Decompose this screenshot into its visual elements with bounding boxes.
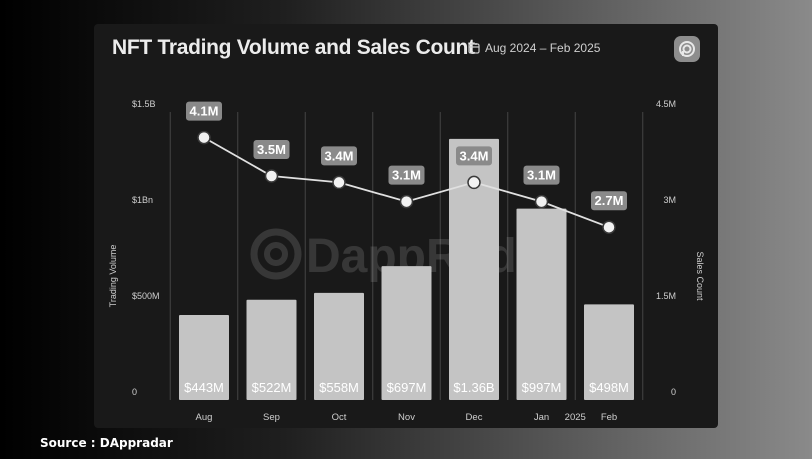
chart-title: NFT Trading Volume and Sales Count bbox=[112, 36, 475, 59]
x-tick-label: Oct bbox=[332, 412, 347, 423]
sales-label-box bbox=[321, 146, 357, 166]
y-tick-label: $1.5B bbox=[132, 99, 156, 109]
bar-aug bbox=[179, 314, 229, 400]
y-tick-label: $500M bbox=[132, 291, 160, 301]
x-tick-label: Dec bbox=[466, 412, 483, 423]
x-tick-label: Nov bbox=[398, 412, 415, 423]
bar-value-label: $697M bbox=[387, 380, 427, 395]
x-year-marker: 2025 bbox=[565, 412, 586, 423]
dappradar-logo-icon bbox=[674, 36, 700, 62]
y2-tick-label: 0 bbox=[671, 387, 676, 397]
sales-value-label: 3.4M bbox=[325, 148, 354, 163]
y-tick-label: 0 bbox=[132, 387, 137, 397]
sales-value-label: 3.5M bbox=[257, 142, 286, 157]
sales-point bbox=[467, 175, 481, 190]
sales-value-label: 3.1M bbox=[392, 168, 421, 183]
bar-feb bbox=[584, 304, 634, 400]
sales-point bbox=[602, 220, 616, 234]
y2-axis-title: Sales Count bbox=[695, 251, 705, 301]
sales-label-box bbox=[591, 191, 627, 211]
bar-value-label: $1.36B bbox=[453, 380, 494, 395]
bar-oct bbox=[314, 292, 364, 400]
x-tick-label: Aug bbox=[196, 412, 213, 423]
chart-card: NFT Trading Volume and Sales Count Aug 2… bbox=[94, 24, 718, 428]
date-range-text: Aug 2024 – Feb 2025 bbox=[485, 41, 601, 55]
bar-dec bbox=[449, 138, 499, 400]
x-tick-label: Feb bbox=[601, 412, 617, 423]
chart-area: DappRadar $443M $522M $558M $697M $1.36B $997… bbox=[108, 99, 705, 423]
sales-label-box bbox=[456, 146, 492, 166]
y-axis-title: Trading Volume bbox=[108, 245, 118, 308]
sales-label-box bbox=[186, 101, 222, 121]
sales-value-label: 3.4M bbox=[460, 148, 489, 163]
sales-point bbox=[197, 130, 211, 145]
y-tick-label: $1Bn bbox=[132, 195, 153, 205]
sales-point bbox=[332, 175, 346, 190]
y2-tick-label: 3M bbox=[663, 195, 676, 205]
y2-tick-label: 4.5M bbox=[656, 99, 676, 109]
x-tick-label: Jan bbox=[534, 412, 549, 423]
sales-label-box bbox=[253, 140, 290, 159]
bar-value-label: $558M bbox=[319, 380, 359, 395]
calendar-icon bbox=[468, 43, 480, 54]
y2-tick-label: 1.5M bbox=[656, 291, 676, 301]
sales-label-box bbox=[388, 165, 425, 185]
sales-point bbox=[264, 169, 279, 183]
date-range: Aug 2024 – Feb 2025 bbox=[468, 41, 600, 55]
sales-value-label: 4.1M bbox=[190, 104, 219, 119]
bar-value-label: $498M bbox=[589, 380, 629, 395]
sales-point bbox=[534, 194, 549, 209]
bar-nov bbox=[381, 266, 432, 400]
x-tick-label: Sep bbox=[263, 412, 280, 423]
bar-value-label: $997M bbox=[522, 380, 562, 395]
bar-jan bbox=[516, 208, 567, 400]
source-caption: Source : DAppradar bbox=[40, 436, 173, 450]
sales-label-box bbox=[523, 165, 560, 185]
bar-sep bbox=[246, 299, 297, 400]
sales-value-label: 2.7M bbox=[595, 193, 624, 208]
sales-point bbox=[399, 194, 414, 209]
sales-value-label: 3.1M bbox=[527, 168, 556, 183]
bar-value-label: $443M bbox=[184, 380, 224, 395]
bar-value-label: $522M bbox=[252, 380, 292, 395]
